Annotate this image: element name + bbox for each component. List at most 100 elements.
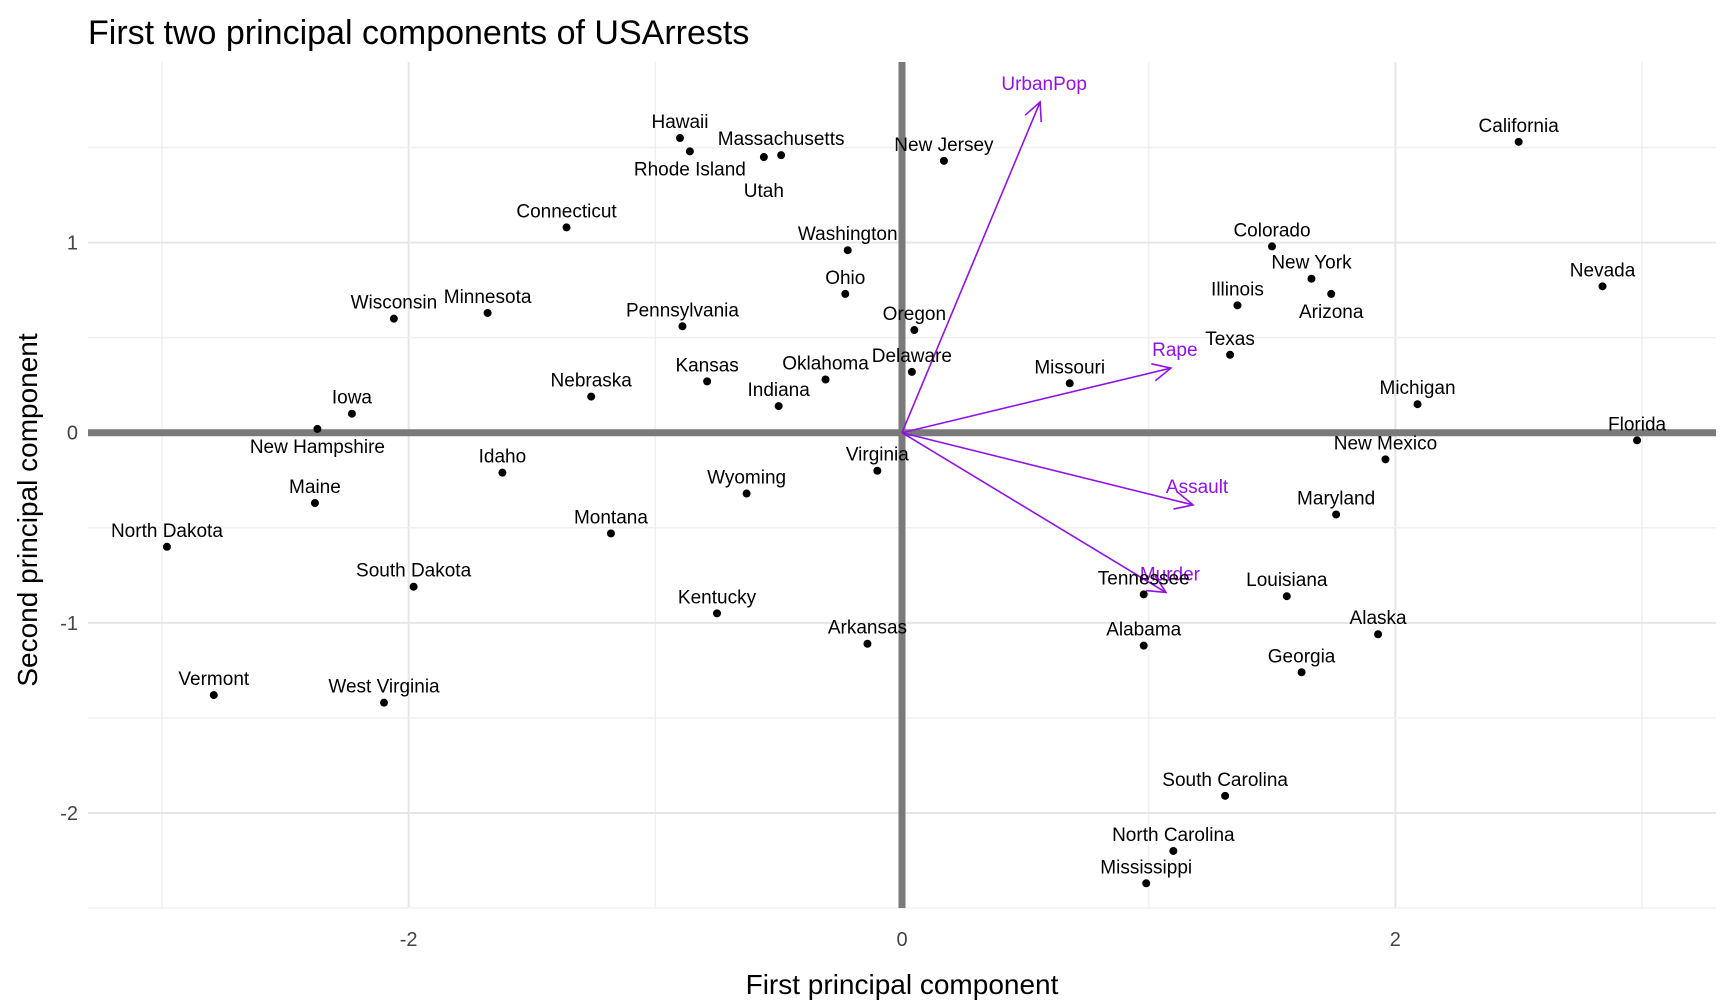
point-label: Indiana — [747, 380, 810, 401]
data-point — [498, 468, 507, 477]
data-point — [843, 246, 852, 255]
point-label: Arkansas — [828, 618, 907, 639]
y-tick-label: 1 — [67, 233, 78, 255]
point-label: Rhode Island — [634, 159, 746, 180]
arrowhead-urbanpop — [1024, 100, 1043, 122]
data-point — [873, 466, 882, 475]
point-label: California — [1479, 116, 1560, 137]
data-point — [310, 499, 319, 508]
data-point — [1268, 242, 1276, 251]
data-point — [1139, 641, 1148, 650]
point-label: Georgia — [1268, 646, 1336, 667]
data-point — [742, 489, 751, 498]
data-point — [1221, 791, 1230, 800]
data-point — [1065, 379, 1074, 388]
data-point — [313, 424, 322, 433]
point-label: Hawaii — [651, 112, 708, 133]
data-point — [863, 639, 872, 648]
data-point — [1307, 274, 1316, 283]
loading-arrow-murder — [901, 432, 1167, 594]
data-point — [209, 691, 218, 700]
data-point — [1413, 400, 1422, 409]
point-label: Virginia — [846, 445, 909, 466]
chart-title: First two principal components of USArre… — [88, 14, 749, 52]
data-point — [774, 402, 783, 411]
point-label: West Virginia — [328, 677, 440, 698]
point-label: Massachusetts — [718, 129, 845, 150]
y-tick-label: -2 — [60, 803, 78, 825]
point-label: Nevada — [1570, 260, 1636, 281]
y-tick-label: 0 — [67, 423, 78, 445]
arrowhead-assault — [1173, 491, 1195, 510]
point-label: North Carolina — [1112, 825, 1235, 846]
point-label: Mississippi — [1100, 857, 1192, 878]
data-point — [1226, 350, 1235, 359]
point-label: Kansas — [675, 355, 738, 376]
data-point — [1169, 846, 1178, 855]
point-label: New Jersey — [894, 135, 994, 156]
data-point — [587, 392, 596, 401]
point-label: Idaho — [479, 447, 527, 468]
point-label: South Carolina — [1162, 770, 1288, 791]
data-point — [939, 156, 948, 165]
data-point — [1139, 590, 1148, 599]
point-label: New Mexico — [1334, 433, 1437, 454]
point-label: Illinois — [1211, 279, 1264, 300]
data-point — [1381, 455, 1390, 464]
loading-arrow-rape — [901, 367, 1172, 434]
point-label: Maine — [289, 477, 341, 498]
point-label: New York — [1271, 253, 1352, 274]
data-point — [1598, 282, 1607, 291]
loading-label-assault: Assault — [1166, 477, 1229, 498]
data-point — [606, 529, 615, 538]
point-label: Wisconsin — [351, 293, 438, 314]
point-label: Montana — [574, 507, 648, 528]
data-points — [162, 134, 1642, 888]
data-point — [347, 409, 356, 418]
loading-label-urbanpop: UrbanPop — [1001, 74, 1087, 95]
data-point — [389, 314, 398, 323]
point-label: South Dakota — [356, 561, 472, 582]
point-label: Maryland — [1297, 488, 1375, 509]
point-labels: Hawaii Rhode Island Massachusetts Utah New J… — [111, 112, 1667, 878]
point-label: Delaware — [872, 346, 952, 367]
point-label: Alaska — [1350, 608, 1407, 629]
point-label: Pennsylvania — [626, 300, 739, 321]
data-point — [409, 582, 418, 591]
point-label: New Hampshire — [250, 437, 385, 458]
data-point — [676, 134, 684, 143]
tick-labels: -2 0 2 -2 -1 0 1 — [60, 233, 1401, 951]
point-label: Arizona — [1299, 302, 1364, 323]
loading-arrows: UrbanPop Rape Assault Murder — [901, 74, 1229, 594]
loading-arrow-assault — [901, 431, 1194, 506]
point-label: Florida — [1608, 414, 1667, 435]
data-point — [380, 698, 388, 707]
data-point — [1142, 879, 1151, 888]
data-point — [713, 609, 721, 618]
data-point — [483, 308, 492, 317]
point-label: Washington — [798, 224, 898, 245]
point-label: Utah — [744, 181, 784, 202]
data-point — [1282, 592, 1291, 601]
point-label: Alabama — [1106, 620, 1181, 641]
data-point — [759, 153, 768, 162]
point-label: North Dakota — [111, 521, 223, 542]
point-label: Oregon — [883, 304, 946, 325]
loading-label-rape: Rape — [1152, 340, 1197, 361]
point-label: Michigan — [1380, 378, 1456, 399]
data-point — [1233, 301, 1242, 310]
data-point — [907, 367, 916, 376]
point-label: Iowa — [332, 388, 373, 409]
point-label: Texas — [1205, 329, 1255, 350]
x-tick-label: 0 — [896, 929, 907, 951]
data-point — [703, 377, 712, 386]
data-point — [821, 375, 830, 384]
point-label: Missouri — [1034, 357, 1105, 378]
loading-label-murder: Murder — [1140, 564, 1201, 585]
loading-arrow-urbanpop — [901, 101, 1041, 434]
point-label: Kentucky — [678, 587, 757, 608]
y-axis-title: Second principal component — [12, 333, 43, 687]
data-point — [1297, 668, 1306, 677]
data-point — [1332, 510, 1341, 519]
